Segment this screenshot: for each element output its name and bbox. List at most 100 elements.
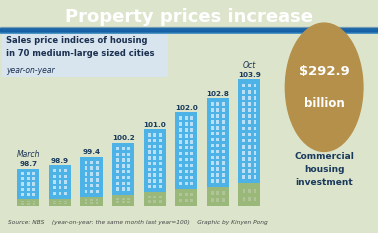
Bar xyxy=(179,128,182,132)
Bar xyxy=(248,196,251,201)
Bar xyxy=(222,132,225,135)
Bar xyxy=(217,192,219,195)
Bar xyxy=(243,196,245,201)
Bar xyxy=(211,108,214,112)
Bar xyxy=(242,175,245,179)
Bar xyxy=(248,151,251,155)
Bar xyxy=(112,143,134,195)
Bar xyxy=(211,179,214,183)
Bar xyxy=(179,116,182,120)
Bar xyxy=(22,172,24,175)
Bar xyxy=(144,192,166,206)
Bar xyxy=(122,170,125,173)
Bar xyxy=(222,150,225,153)
Bar xyxy=(159,150,162,154)
Bar xyxy=(254,157,256,161)
Bar xyxy=(254,114,256,118)
Bar xyxy=(85,178,87,182)
Bar xyxy=(0,30,378,34)
Bar xyxy=(17,199,39,206)
Bar xyxy=(185,158,188,161)
Bar xyxy=(116,147,119,150)
Bar xyxy=(153,150,156,154)
Bar xyxy=(59,186,61,189)
Bar xyxy=(0,29,378,32)
Bar xyxy=(64,192,67,195)
Bar xyxy=(96,199,98,201)
Bar xyxy=(254,139,256,142)
Bar xyxy=(90,184,93,187)
Bar xyxy=(242,84,245,87)
Bar xyxy=(179,146,182,149)
Bar xyxy=(85,190,87,193)
Bar xyxy=(191,146,193,149)
Bar xyxy=(254,175,256,179)
Bar xyxy=(27,203,30,205)
Bar xyxy=(242,169,245,173)
Bar xyxy=(217,108,219,112)
Bar xyxy=(33,172,36,175)
Bar xyxy=(191,116,193,120)
Bar xyxy=(254,96,256,100)
Bar xyxy=(33,193,36,196)
Bar xyxy=(116,158,119,162)
Bar xyxy=(185,164,188,167)
Text: Property prices increase: Property prices increase xyxy=(65,8,313,26)
Bar xyxy=(207,187,229,206)
Bar xyxy=(22,182,24,185)
Bar xyxy=(159,145,162,148)
Bar xyxy=(248,84,251,87)
Bar xyxy=(33,203,35,205)
Bar xyxy=(153,179,156,183)
Text: year-on-year: year-on-year xyxy=(6,66,54,75)
Bar xyxy=(175,189,197,206)
Bar xyxy=(27,182,30,185)
Bar xyxy=(191,134,193,137)
Bar xyxy=(116,176,119,179)
Bar xyxy=(217,150,219,153)
Bar xyxy=(254,151,256,155)
Bar xyxy=(179,134,182,137)
Bar xyxy=(185,116,188,120)
Bar xyxy=(222,138,225,141)
Bar xyxy=(85,199,87,201)
Bar xyxy=(179,140,182,144)
Bar xyxy=(27,188,30,191)
Text: Commercial
housing
investment: Commercial housing investment xyxy=(294,151,354,187)
Bar xyxy=(211,161,214,165)
Bar xyxy=(222,126,225,130)
Bar xyxy=(122,153,125,156)
Bar xyxy=(191,193,193,196)
Bar xyxy=(148,179,150,183)
Bar xyxy=(27,172,30,175)
Bar xyxy=(248,96,251,100)
Bar xyxy=(22,177,24,180)
Bar xyxy=(127,182,130,185)
Bar xyxy=(148,185,150,188)
Bar xyxy=(254,169,256,173)
Bar xyxy=(59,175,61,178)
Bar xyxy=(53,175,56,178)
Bar xyxy=(85,161,87,164)
Bar xyxy=(33,201,35,202)
Bar xyxy=(211,138,214,141)
Bar xyxy=(64,169,67,172)
Bar xyxy=(254,120,256,124)
Bar xyxy=(217,167,219,171)
Bar xyxy=(0,27,378,31)
Bar xyxy=(248,127,251,130)
Bar xyxy=(153,145,156,148)
Text: billion: billion xyxy=(304,97,344,110)
Bar xyxy=(64,186,67,189)
Bar xyxy=(180,199,182,202)
Bar xyxy=(153,173,156,177)
Bar xyxy=(0,28,378,31)
Bar xyxy=(85,172,87,176)
Bar xyxy=(242,127,245,130)
Bar xyxy=(53,203,56,204)
Bar xyxy=(53,192,56,195)
Bar xyxy=(179,176,182,179)
Bar xyxy=(242,139,245,142)
Bar xyxy=(207,98,229,187)
Bar xyxy=(49,199,71,206)
